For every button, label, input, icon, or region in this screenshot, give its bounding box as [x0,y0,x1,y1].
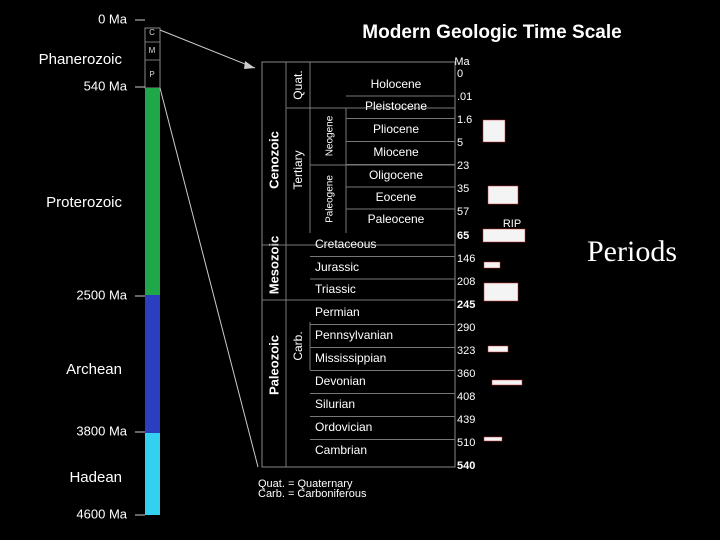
eon-label: Phanerozoic [39,51,123,68]
zoom-line [159,87,259,468]
thumbnail [483,436,503,442]
age-mark: 540 Ma [84,78,128,93]
thumbnail [487,185,519,205]
era-label: Cenozoic [266,131,281,189]
period-label: Tertiary [291,150,305,189]
age-mark: 3800 Ma [76,423,127,438]
age-value: 245 [457,299,475,311]
thumbnail [491,379,523,386]
thumbnail [483,282,519,302]
epoch-label: Oligocene [369,168,423,182]
age-mark: 2500 Ma [76,287,127,302]
age-value: 65 [457,230,469,242]
periods-label: Periods [587,235,677,268]
age-value: 540 [457,460,475,472]
epoch-label: Mississippian [315,351,386,365]
eon-label: Proterozoic [46,194,122,211]
epoch-label: Pennsylvanian [315,328,393,342]
age-value: 23 [457,160,469,172]
age-value: .01 [457,91,472,103]
ages-header: Ma [454,56,470,68]
age-value: 208 [457,276,475,288]
epoch-label: Cambrian [315,443,367,457]
epoch-label: Devonian [315,374,366,388]
eon-label: Hadean [69,469,122,486]
zoom-line [159,29,256,69]
archean-bar [145,295,160,433]
age-value: 0 [457,68,463,80]
period-label: Quat. [291,70,305,99]
age-value: 439 [457,414,475,426]
thumbnail [482,228,526,243]
eon-label: Archean [66,361,122,378]
era-small: M [149,46,156,55]
era-small: P [149,70,154,79]
thumbnail [482,119,506,143]
age-value: 290 [457,322,475,334]
age-value: 408 [457,391,475,403]
subperiod-label: Paleogene [325,175,336,223]
period-label: Carb. [291,331,305,360]
epoch-label: Eocene [376,190,417,204]
age-value: 1.6 [457,114,472,126]
age-value: 360 [457,368,475,380]
rip: RIP [503,218,521,230]
proterozoic-bar [145,88,160,295]
age-value: 510 [457,437,475,449]
age-mark: 0 Ma [98,11,128,26]
epoch-label: Cretaceous [315,237,376,251]
age-value: 146 [457,253,475,265]
epoch-label: Triassic [315,282,356,296]
arrow-head [244,61,255,69]
epoch-label: Pleistocene [365,99,427,113]
era-label: Mesozoic [266,236,281,295]
epoch-label: Holocene [371,77,422,91]
thumbnail [483,261,501,269]
age-mark: 4600 Ma [76,506,127,521]
age-value: 57 [457,206,469,218]
epoch-label: Pliocene [373,122,419,136]
epoch-label: Permian [315,305,360,319]
age-value: 323 [457,345,475,357]
title: Modern Geologic Time Scale [362,22,621,43]
epoch-label: Ordovician [315,420,372,434]
note: Quat. = Quaternary [258,478,353,490]
expanded-frame [261,61,456,468]
subperiod-label: Neogene [325,115,336,156]
thumbnail [487,345,509,353]
epoch-label: Paleocene [368,212,425,226]
age-value: 35 [457,183,469,195]
era-label: Paleozoic [266,335,281,395]
age-value: 5 [457,137,463,149]
epoch-label: Silurian [315,397,355,411]
epoch-label: Miocene [373,145,419,159]
note: Carb. = Carboniferous [258,488,367,500]
hadean-bar [145,433,160,515]
epoch-label: Jurassic [315,260,359,274]
era-small: C [149,28,155,37]
